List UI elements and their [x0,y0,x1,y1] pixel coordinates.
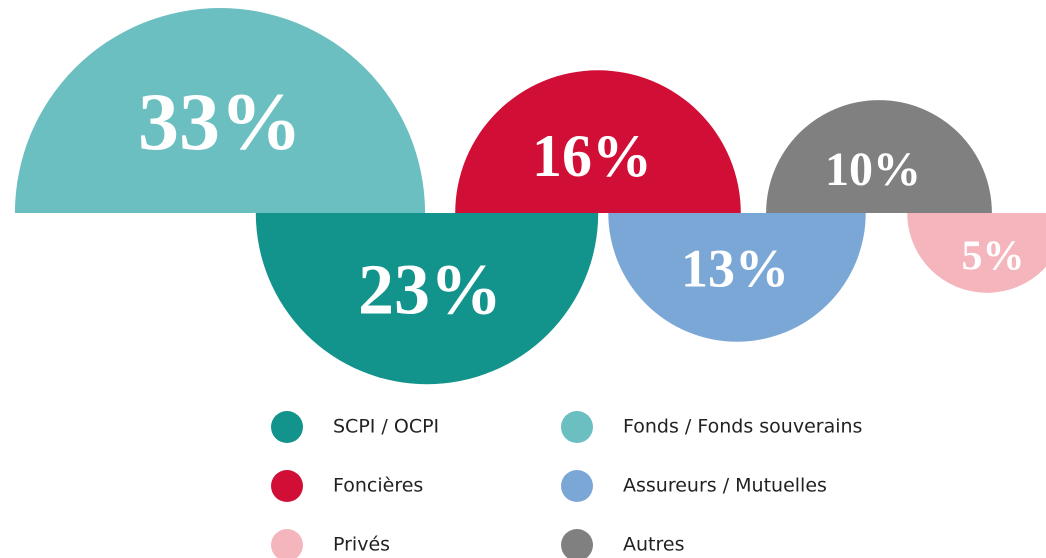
legend-label: Assureurs / Mutuelles [623,475,827,497]
half-circle [608,213,866,342]
value-label: 23% [358,250,502,330]
half-circle [14,8,426,213]
legend-label: SCPI / OCPI [333,416,439,438]
value-label: 10% [825,143,921,196]
value-label: 33% [138,76,302,167]
legend-swatch [271,470,303,502]
legend-label: Fonds / Fonds souverains [623,416,862,438]
value-label: 5% [962,234,1025,280]
half-circle [455,70,741,213]
half-circle [255,213,599,385]
value-label: 13% [681,238,789,298]
half-circle [766,100,992,213]
half-circle [907,213,1046,293]
legend-swatch [271,411,303,443]
legend-label: Privés [333,534,390,556]
legend-swatch [561,470,593,502]
legend-swatch [271,529,303,558]
legend-swatch [561,411,593,443]
legend-label: Autres [623,534,684,556]
legend-swatch [561,529,593,558]
legend-label: Foncières [333,475,423,497]
value-label: 16% [532,123,652,189]
